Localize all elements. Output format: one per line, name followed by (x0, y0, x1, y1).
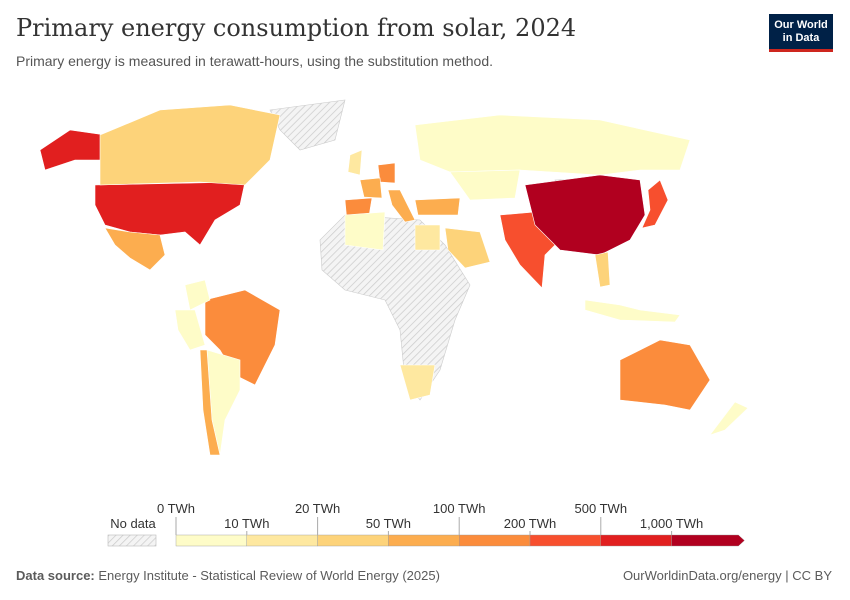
country-saudi-arabia[interactable] (444, 227, 491, 269)
legend-label: 20 TWh (294, 501, 341, 516)
legend-bin-4[interactable] (459, 534, 531, 547)
source-text[interactable]: Energy Institute - Statistical Review of… (98, 568, 440, 583)
country-united-kingdom[interactable] (347, 149, 363, 176)
country-turkey[interactable] (414, 197, 461, 216)
legend-label: 0 TWh (156, 501, 196, 516)
source-label: Data source: (16, 568, 95, 583)
legend: No data 0 TWh 10 TWh 20 TWh 50 TWh 100 TWh 20… (0, 495, 850, 555)
country-indonesia[interactable] (584, 299, 681, 323)
greenland (269, 99, 346, 151)
country-south-africa[interactable] (399, 364, 436, 401)
country-canada[interactable] (99, 104, 281, 186)
country-vietnam[interactable] (594, 251, 611, 288)
chart-subtitle: Primary energy is measured in terawatt-h… (16, 53, 494, 69)
legend-label: 50 TWh (365, 516, 412, 531)
legend-label: 100 TWh (432, 501, 486, 516)
country-france[interactable] (359, 177, 383, 199)
logo-line2: in Data (782, 32, 820, 44)
country-mexico[interactable] (104, 227, 166, 271)
country-kazakhstan[interactable] (449, 169, 521, 201)
world-map (39, 99, 749, 456)
legend-bin-0[interactable] (175, 534, 248, 547)
country-china[interactable] (524, 174, 646, 256)
footer-link[interactable]: OurWorldinData.org/energy | CC BY (622, 568, 832, 583)
country-brazil[interactable] (204, 289, 281, 386)
logo-line1: Our World (774, 19, 828, 31)
legend-scale (107, 517, 745, 547)
country-russia[interactable] (414, 114, 691, 176)
country-egypt[interactable] (414, 224, 441, 251)
legend-bin-1[interactable] (246, 534, 318, 547)
chart-title: Primary energy consumption from solar, 2… (16, 14, 577, 42)
legend-no-data-swatch (107, 534, 157, 547)
country-germany[interactable] (377, 162, 396, 184)
data-source: Data source: Energy Institute - Statisti… (16, 568, 440, 583)
legend-bin-2[interactable] (317, 534, 389, 547)
country-australia[interactable] (619, 339, 711, 411)
legend-label: 10 TWh (224, 516, 270, 531)
legend-bin-7[interactable] (671, 534, 745, 547)
country-algeria[interactable] (344, 211, 386, 251)
legend-no-data-label: No data (110, 516, 156, 531)
country-italy[interactable] (387, 189, 416, 223)
country-colombia[interactable] (184, 279, 211, 311)
legend-label: 1,000 TWh (639, 516, 704, 531)
legend-bin-6[interactable] (600, 534, 672, 547)
country-chile[interactable] (199, 349, 221, 456)
owid-logo[interactable]: Our World in Data (769, 14, 833, 52)
legend-bin-5[interactable] (529, 534, 602, 547)
legend-bin-3[interactable] (388, 534, 460, 547)
legend-label: 200 TWh (503, 516, 557, 531)
country-peru[interactable] (174, 309, 206, 351)
legend-label: 500 TWh (574, 501, 628, 516)
country-new-zealand[interactable] (709, 401, 749, 436)
country-japan[interactable] (641, 179, 669, 229)
